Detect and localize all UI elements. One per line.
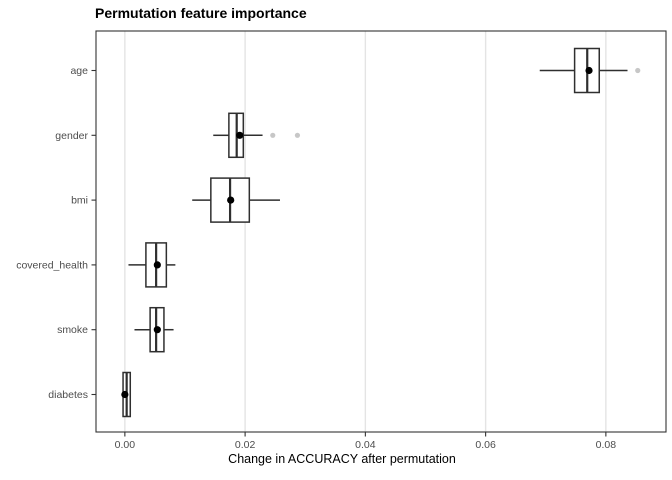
- panel-border: [95, 30, 667, 433]
- outlier-point: [270, 132, 276, 138]
- boxplot-bmi: [192, 177, 280, 223]
- mean-dot: [153, 261, 161, 269]
- boxplot-diabetes: [121, 371, 132, 418]
- chart-title: Permutation feature importance: [95, 5, 307, 21]
- boxplot-age: [539, 47, 641, 94]
- mean-dot: [227, 196, 235, 204]
- y-tick-label-bmi: bmi: [71, 195, 88, 207]
- x-axis-title: Change in ACCURACY after permutation: [228, 452, 456, 466]
- x-tick-label: 0.04: [355, 439, 376, 451]
- panel-background: [96, 31, 666, 432]
- boxplot-covered_health: [128, 242, 176, 288]
- outlier-point: [294, 132, 301, 138]
- x-tick-label: 0.08: [596, 439, 617, 451]
- x-tick-label: 0.06: [475, 439, 496, 451]
- mean-dot: [121, 390, 129, 399]
- mean-dot: [153, 326, 161, 334]
- boxplot-gender: [213, 112, 301, 159]
- y-tick-label-smoke: smoke: [57, 324, 88, 336]
- boxplot-smoke: [134, 306, 174, 353]
- y-tick-label-covered_health: covered_health: [16, 259, 88, 271]
- x-tick-label: 0.00: [115, 439, 136, 451]
- mean-dot: [236, 131, 244, 139]
- y-tick-label-diabetes: diabetes: [48, 389, 88, 401]
- mean-dot: [585, 66, 593, 75]
- outlier-point: [635, 67, 641, 74]
- x-tick-label: 0.02: [235, 439, 256, 451]
- y-tick-label-age: age: [70, 65, 88, 77]
- y-tick-label-gender: gender: [55, 130, 88, 142]
